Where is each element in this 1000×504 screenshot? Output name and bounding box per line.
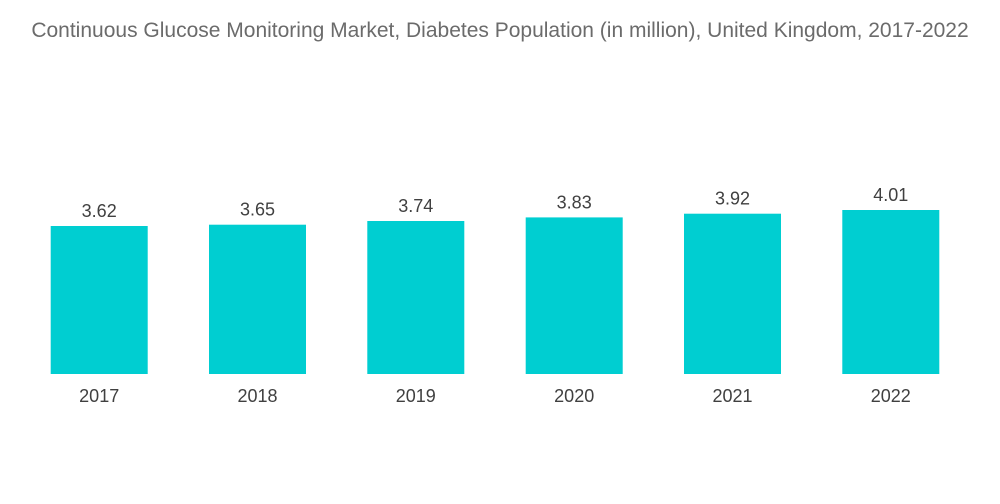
data-labels-layer: 3.62 3.65 3.74 3.83 3.92 4.01 [82, 185, 909, 221]
x-tick-label-2020: 2020 [554, 386, 594, 406]
data-label-2022: 4.01 [873, 185, 908, 205]
bar-2020 [525, 217, 623, 374]
bar-2018 [209, 224, 306, 374]
x-tick-label-2019: 2019 [396, 386, 436, 406]
data-label-2019: 3.74 [398, 196, 433, 216]
data-label-2018: 3.65 [240, 200, 275, 220]
data-label-2021: 3.92 [715, 189, 750, 209]
x-tick-label-2018: 2018 [237, 386, 277, 406]
bar-2017 [50, 226, 148, 374]
data-label-2017: 3.62 [82, 201, 117, 221]
x-tick-label-2021: 2021 [712, 386, 752, 406]
bar-2019 [367, 221, 465, 374]
x-tick-label-2017: 2017 [79, 386, 119, 406]
bar-2022 [842, 210, 940, 374]
x-tick-label-2022: 2022 [871, 386, 911, 406]
data-label-2020: 3.83 [557, 192, 592, 212]
chart-title: Continuous Glucose Monitoring Market, Di… [31, 19, 969, 42]
x-axis-ticks: 2017 2018 2019 2020 2021 2022 [79, 386, 911, 406]
bars-layer [50, 210, 940, 374]
bar-2021 [684, 213, 781, 374]
